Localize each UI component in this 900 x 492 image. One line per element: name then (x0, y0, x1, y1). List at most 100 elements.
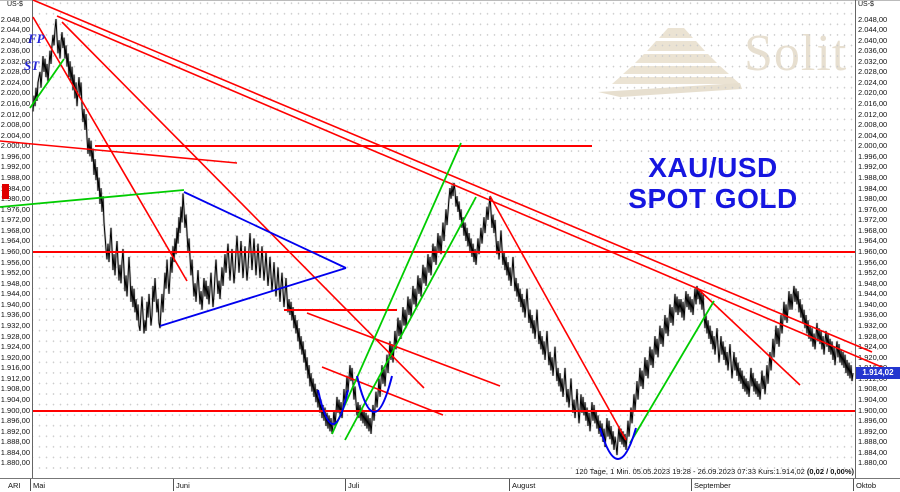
price-tick-label: 1.984,00 (0, 183, 30, 193)
instrument-title: XAU/USD SPOT GOLD (598, 152, 828, 214)
price-tick-label: 1.932,00 (858, 321, 888, 331)
status-change-text: (0,02 / 0,00%) (806, 467, 854, 476)
price-tick-label: 2.004,00 (0, 130, 30, 140)
current-price-badge: 1.914,02 (856, 367, 900, 379)
price-tick-label: 1.956,00 (0, 257, 30, 267)
month-label: Mai (33, 481, 46, 490)
annotation-label-fp: FP (28, 31, 45, 46)
month-label: August (512, 481, 536, 490)
price-tick-label: 2.012,00 (858, 109, 888, 119)
price-tick-label: 2.008,00 (0, 120, 30, 130)
month-label: September (694, 481, 731, 490)
price-tick-label: 1.928,00 (858, 331, 888, 341)
right-axis-line (855, 0, 856, 478)
month-label: Juli (348, 481, 360, 490)
price-tick-label: 2.044,00 (0, 25, 30, 35)
price-tick-label: 1.996,00 (0, 151, 30, 161)
annotation-label-st: ST (24, 58, 40, 73)
time-axis-corner-label: ARI (8, 481, 21, 490)
time-axis[interactable]: ARI Mai Juni Juli August September Oktob (0, 478, 900, 492)
price-tick-label: 1.952,00 (858, 268, 888, 278)
price-tick-label: 1.904,00 (858, 395, 888, 405)
green-trendline[interactable] (0, 189, 185, 208)
price-tick-label: 1.948,00 (0, 278, 30, 288)
price-tick-label: 1.960,00 (858, 247, 888, 257)
price-tick-label: 1.908,00 (858, 384, 888, 394)
price-tick-label: 1.972,00 (858, 215, 888, 225)
price-tick-label: 1.936,00 (0, 310, 30, 320)
price-tick-label: 1.964,00 (858, 236, 888, 246)
price-tick-label: 2.000,00 (0, 141, 30, 151)
price-tick-label: 1.920,00 (858, 352, 888, 362)
price-tick-label: 1.884,00 (858, 447, 888, 457)
price-tick-label: 1.896,00 (858, 416, 888, 426)
price-tick-label: 1.900,00 (858, 405, 888, 415)
price-tick-label: 2.012,00 (0, 109, 30, 119)
price-tick-label: 1.992,00 (858, 162, 888, 172)
price-tick-label: 1.936,00 (858, 310, 888, 320)
price-tick-label: 1.996,00 (858, 151, 888, 161)
month-label: Juni (176, 481, 190, 490)
price-tick-label: 2.020,00 (858, 88, 888, 98)
green-trendline[interactable] (331, 142, 462, 435)
price-tick-label: 2.036,00 (0, 46, 30, 56)
price-tick-label: 1.948,00 (858, 278, 888, 288)
left-axis-line (32, 0, 33, 478)
price-tick-label: 1.928,00 (0, 331, 30, 341)
price-tick-label: 1.968,00 (0, 225, 30, 235)
price-tick-label: 1.960,00 (0, 247, 30, 257)
price-tick-label: 1.976,00 (0, 204, 30, 214)
price-tick-label: 1.912,00 (0, 373, 30, 383)
price-tick-label: 1.988,00 (858, 173, 888, 183)
price-tick-label: 1.904,00 (0, 395, 30, 405)
price-tick-label: 1.908,00 (0, 384, 30, 394)
price-tick-label: 2.040,00 (0, 35, 30, 45)
price-tick-label: 1.940,00 (858, 299, 888, 309)
price-tick-label: 1.968,00 (858, 225, 888, 235)
price-tick-label: 2.032,00 (0, 56, 30, 66)
month-tick (345, 479, 346, 491)
price-tick-label: 1.964,00 (0, 236, 30, 246)
right-axis-unit: US-$ (858, 1, 874, 8)
price-tick-label: 2.048,00 (0, 14, 30, 24)
price-tick-label: 2.036,00 (858, 46, 888, 56)
price-tick-label: 1.924,00 (0, 342, 30, 352)
status-range-text: 120 Tage, 1 Min. 05.05.2023 19:28 - 26.0… (575, 467, 807, 476)
price-tick-label: 1.924,00 (858, 342, 888, 352)
price-tick-label: 1.940,00 (0, 299, 30, 309)
price-tick-label: 2.020,00 (0, 88, 30, 98)
green-trendline[interactable] (344, 196, 477, 441)
price-tick-label: 1.880,00 (858, 458, 888, 468)
month-tick (173, 479, 174, 491)
month-tick (30, 479, 31, 491)
price-tick-label: 2.040,00 (858, 35, 888, 45)
month-tick (691, 479, 692, 491)
price-tick-label: 1.916,00 (0, 363, 30, 373)
price-tick-label: 1.972,00 (0, 215, 30, 225)
price-tick-label: 1.892,00 (0, 426, 30, 436)
price-tick-label: 2.048,00 (858, 14, 888, 24)
price-tick-label: 2.000,00 (858, 141, 888, 151)
price-tick-label: 2.024,00 (858, 77, 888, 87)
price-tick-label: 1.920,00 (0, 352, 30, 362)
month-tick (853, 479, 854, 491)
price-tick-label: 1.944,00 (0, 289, 30, 299)
price-tick-label: 1.884,00 (0, 447, 30, 457)
price-tick-label: 1.900,00 (0, 405, 30, 415)
price-tick-label: 1.944,00 (858, 289, 888, 299)
price-tick-label: 2.016,00 (858, 99, 888, 109)
red-trendline[interactable] (0, 140, 238, 164)
price-tick-label: 2.028,00 (858, 67, 888, 77)
price-tick-label: 1.984,00 (858, 183, 888, 193)
price-tick-label: 1.956,00 (858, 257, 888, 267)
red-trendline[interactable] (61, 21, 425, 389)
price-tick-label: 1.980,00 (858, 194, 888, 204)
price-tick-label: 2.004,00 (858, 130, 888, 140)
red-trendline[interactable] (489, 195, 627, 441)
price-tick-label: 1.888,00 (0, 437, 30, 447)
month-label: Oktob (856, 481, 877, 490)
instrument-title-line1: XAU/USD (648, 152, 778, 183)
price-tick-label: 2.032,00 (858, 56, 888, 66)
